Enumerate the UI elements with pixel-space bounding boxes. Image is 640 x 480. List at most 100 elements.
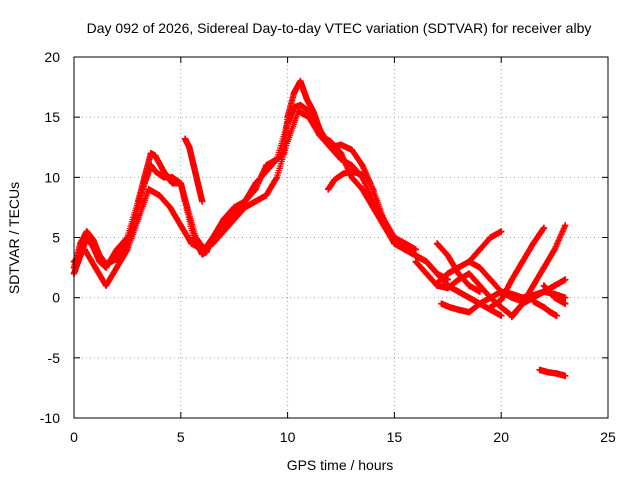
- data-point: [241, 198, 249, 205]
- series-pass-c: [70, 107, 505, 319]
- data-point: [316, 132, 323, 139]
- data-point: [476, 288, 484, 295]
- data-point: [380, 222, 387, 229]
- data-point: [169, 174, 176, 181]
- data-point: [186, 144, 193, 151]
- data-point: [339, 170, 347, 177]
- series-loop-18h: [433, 240, 484, 295]
- data-point: [562, 300, 569, 307]
- y-tick-label: 15: [44, 109, 60, 125]
- data-point: [540, 224, 548, 232]
- data-point: [465, 258, 473, 265]
- data-point: [455, 306, 462, 313]
- data-point: [540, 282, 548, 289]
- data-point: [297, 101, 304, 109]
- data-point: [359, 186, 366, 193]
- data-point: [487, 234, 494, 241]
- data-point: [519, 300, 526, 307]
- data-point: [465, 282, 473, 289]
- data-point: [337, 141, 345, 149]
- data-point: [551, 246, 558, 253]
- series-spike-5h: [181, 135, 206, 205]
- data-point: [160, 168, 167, 175]
- x-axis-label: GPS time / hours: [287, 457, 394, 473]
- data-point: [487, 294, 494, 301]
- data-point: [113, 264, 120, 271]
- y-tick-label: 5: [52, 230, 60, 246]
- data-point: [151, 168, 159, 175]
- data-point: [96, 252, 103, 259]
- data-point: [331, 176, 338, 183]
- data-point: [401, 240, 409, 247]
- data-point: [476, 300, 484, 307]
- data-point: [184, 204, 191, 211]
- data-point: [252, 198, 259, 205]
- data-point: [465, 270, 473, 277]
- data-point: [241, 204, 249, 211]
- data-point: [166, 204, 174, 211]
- data-point: [444, 270, 451, 277]
- axis-ticks: 0 5 10 15 20 25 -10 -5 0 5 10 15 20: [40, 49, 616, 445]
- data-point: [147, 162, 155, 169]
- data-point: [544, 369, 552, 376]
- data-point: [423, 258, 430, 265]
- data-point: [141, 180, 148, 187]
- y-tick-label: 0: [52, 290, 60, 306]
- data-point: [198, 246, 206, 253]
- data-point: [92, 264, 99, 271]
- data-point: [134, 216, 142, 223]
- y-tick-label: 10: [44, 169, 60, 185]
- data-point: [369, 186, 377, 193]
- data-point: [124, 246, 131, 253]
- data-point: [553, 370, 560, 377]
- data-point: [102, 260, 110, 268]
- series-loop-21h: [487, 224, 548, 311]
- data-point: [327, 138, 334, 145]
- data-point: [303, 95, 311, 103]
- data-point: [113, 246, 120, 253]
- data-point: [530, 282, 537, 289]
- data-point: [273, 156, 281, 163]
- data-point: [194, 180, 202, 187]
- data-series: [70, 77, 569, 380]
- y-axis-label: SDTVAR / TECUs: [6, 182, 22, 294]
- data-point: [433, 280, 441, 287]
- y-tick-label: -5: [48, 350, 61, 366]
- data-point: [530, 298, 537, 305]
- data-point: [177, 180, 184, 187]
- data-point: [562, 372, 569, 380]
- data-point: [290, 89, 298, 97]
- series-rise-19h: [465, 228, 505, 265]
- data-point: [134, 204, 142, 211]
- x-tick-label: 10: [280, 429, 296, 445]
- data-point: [423, 270, 430, 277]
- data-point: [297, 77, 304, 85]
- data-point: [181, 135, 189, 143]
- data-point: [465, 294, 473, 301]
- y-tick-label: -10: [40, 410, 60, 426]
- data-point: [284, 113, 291, 121]
- data-point: [324, 186, 332, 193]
- data-point: [412, 258, 419, 265]
- data-point: [145, 186, 152, 193]
- data-point: [547, 308, 554, 316]
- data-point: [401, 246, 409, 253]
- data-point: [455, 288, 462, 295]
- data-point: [562, 276, 569, 283]
- data-point: [476, 246, 484, 253]
- data-point: [359, 171, 366, 179]
- data-point: [487, 304, 494, 311]
- series-low-22h: [536, 366, 569, 380]
- data-point: [169, 180, 176, 187]
- data-point: [455, 270, 462, 277]
- data-point: [310, 107, 317, 115]
- data-point: [487, 276, 494, 283]
- data-point: [102, 282, 110, 289]
- x-tick-label: 0: [70, 429, 78, 445]
- data-point: [284, 138, 291, 145]
- data-point: [348, 146, 355, 153]
- data-point: [90, 236, 97, 244]
- data-point: [190, 162, 197, 169]
- series-down-22h: [540, 282, 569, 307]
- data-point: [444, 284, 451, 292]
